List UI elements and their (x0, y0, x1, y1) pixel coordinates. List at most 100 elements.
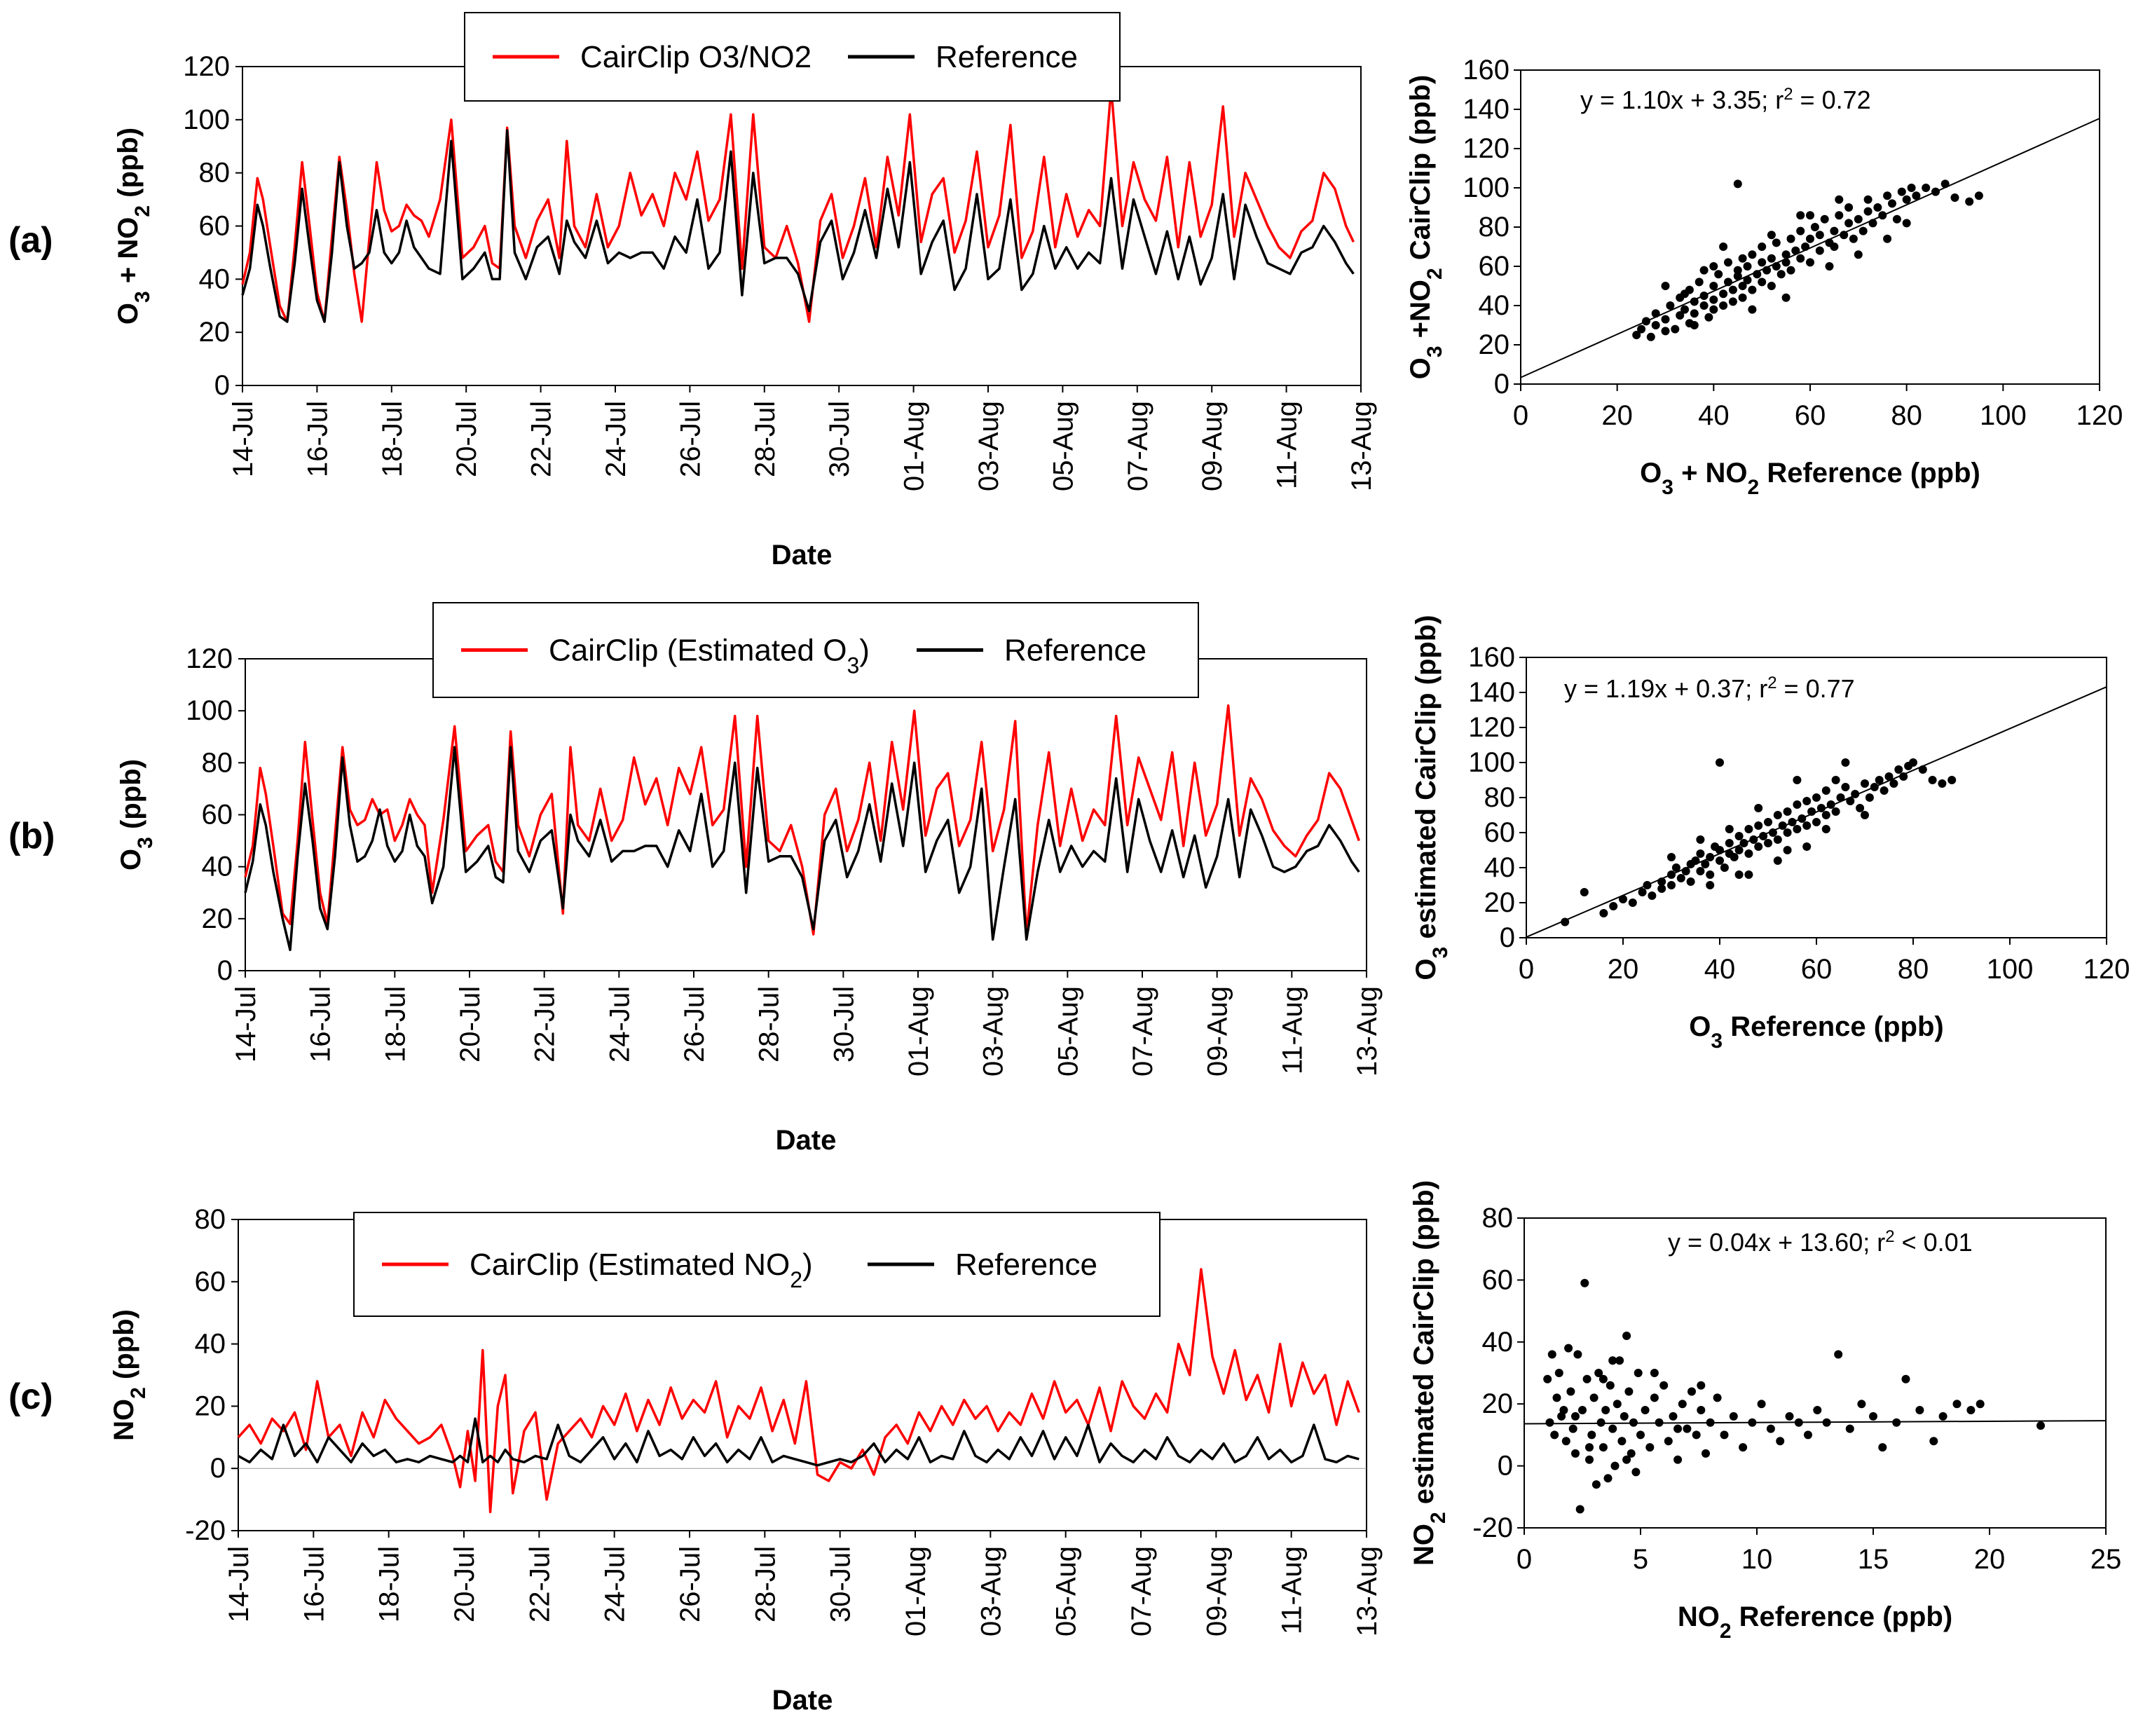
scatter-point (1666, 301, 1675, 310)
scatter-point (1894, 765, 1903, 774)
scatter-point (1841, 783, 1850, 791)
scatter-point (1966, 1406, 1976, 1414)
scatter-point (1599, 909, 1608, 917)
scatter-point (1835, 195, 1844, 204)
scatter-point (1857, 1400, 1866, 1409)
chart-a-scatter: 0 20 40 60 80 100 120 140 160 0 20 40 60 80 100 120 y = … (1405, 55, 2123, 499)
scatter-point (1831, 776, 1840, 784)
scatter-point (1778, 821, 1787, 830)
y-tick-label: 100 (1468, 747, 1515, 778)
scatter-point (1631, 1468, 1641, 1477)
y-tick-label: 140 (1463, 94, 1509, 125)
scatter-point (1888, 199, 1896, 208)
x-tick-label: 18-Jul (380, 986, 411, 1062)
x-tick-label: 40 (1704, 954, 1736, 985)
scatter-point (1716, 856, 1724, 865)
scatter-point (1619, 895, 1627, 903)
scatter-point (1729, 1412, 1738, 1421)
scatter-point (1798, 814, 1807, 823)
scatter-point (1868, 219, 1877, 228)
x-tick-label: 03-Aug (975, 1546, 1006, 1636)
scatter-point (1620, 1412, 1629, 1421)
scatter-point (1571, 1449, 1580, 1458)
scatter-point (1728, 297, 1737, 306)
scatter-point (1738, 293, 1747, 302)
x-tick-label: 09-Aug (1201, 1546, 1232, 1636)
scatter-point (1826, 800, 1835, 809)
scatter-point (1764, 839, 1772, 847)
scatter-point (1651, 321, 1660, 329)
y-tick-label: 60 (202, 800, 233, 831)
scatter-point (1846, 797, 1855, 805)
y-tick-label: 120 (183, 51, 230, 82)
scatter-point (1564, 1344, 1573, 1353)
legend-box (464, 12, 1121, 102)
scatter-point (1624, 1387, 1634, 1396)
y-axis-title: NO2 (ppb) (109, 1309, 150, 1441)
x-tick-label: 20-Jul (451, 401, 482, 477)
scatter-point (1865, 793, 1874, 802)
scatter-point (1734, 832, 1744, 840)
scatter-point (1728, 285, 1737, 294)
scatter-point (1724, 258, 1732, 267)
x-tick-label: 26-Jul (679, 986, 710, 1062)
scatter-point (1580, 1278, 1589, 1287)
scatter-point (1794, 1418, 1803, 1427)
y-tick-label: 40 (1479, 290, 1510, 321)
scatter-point (1571, 1412, 1580, 1421)
scatter-point (1699, 301, 1709, 310)
scatter-point (1608, 1356, 1617, 1365)
scatter-point (1883, 191, 1892, 200)
scatter-point (1629, 1418, 1638, 1427)
y-tick-label: 120 (1463, 133, 1509, 164)
y-tick-label: -20 (1472, 1512, 1513, 1543)
regression-line (1520, 118, 2100, 378)
scatter-point (1767, 254, 1776, 263)
scatter-point (1822, 1418, 1831, 1427)
x-tick-label: 13-Aug (1352, 986, 1383, 1077)
scatter-point (1622, 1455, 1631, 1464)
scatter-point (1835, 211, 1844, 220)
x-tick-label: 05-Aug (1053, 986, 1083, 1077)
scatter-point (1709, 305, 1718, 314)
scatter-point (1831, 807, 1840, 816)
scatter-point (1840, 231, 1849, 240)
scatter-point (1664, 1437, 1673, 1446)
scatter-point (1786, 234, 1795, 243)
scatter-point (1928, 776, 1937, 784)
scatter-point (1767, 282, 1776, 290)
scatter-point (1725, 825, 1734, 833)
scatter-point (1661, 327, 1670, 336)
x-tick-label: 80 (1891, 400, 1922, 431)
scatter-point (1637, 324, 1646, 334)
y-tick-label: 120 (1468, 712, 1515, 743)
scatter-point (1634, 1369, 1643, 1377)
plot-frame (242, 66, 1362, 386)
scatter-point (1594, 1369, 1603, 1377)
scatter-point (1550, 1430, 1559, 1440)
scatter-point (1661, 315, 1670, 324)
scatter-point (1676, 874, 1685, 882)
scatter-point (1739, 839, 1748, 847)
scatter-point (1773, 856, 1782, 865)
x-tick-label: 16-Jul (306, 986, 336, 1062)
regression-equation: y = 1.19x + 0.37; r2 = 0.77 (1564, 674, 1855, 704)
scatter-point (1680, 305, 1689, 314)
scatter-point (1883, 234, 1892, 243)
y-axis-title: O3 + NO2 (ppb) (113, 128, 154, 324)
x-tick-label: 07-Aug (1126, 1546, 1157, 1636)
y-tick-label: 20 (1484, 887, 1516, 918)
x-tick-label: 10 (1741, 1544, 1773, 1575)
y-tick-label: 100 (183, 104, 230, 135)
y-tick-label: 40 (199, 264, 231, 294)
scatter-point (1543, 1374, 1552, 1383)
scatter-point (1725, 839, 1734, 847)
scatter-point (1793, 800, 1802, 809)
scatter-point (1781, 293, 1791, 302)
x-tick-label: 14-Jul (231, 986, 261, 1062)
scatter-point (1783, 828, 1792, 837)
scatter-point (1687, 1387, 1696, 1396)
scatter-point (1907, 184, 1916, 192)
scatter-point (2036, 1421, 2045, 1430)
